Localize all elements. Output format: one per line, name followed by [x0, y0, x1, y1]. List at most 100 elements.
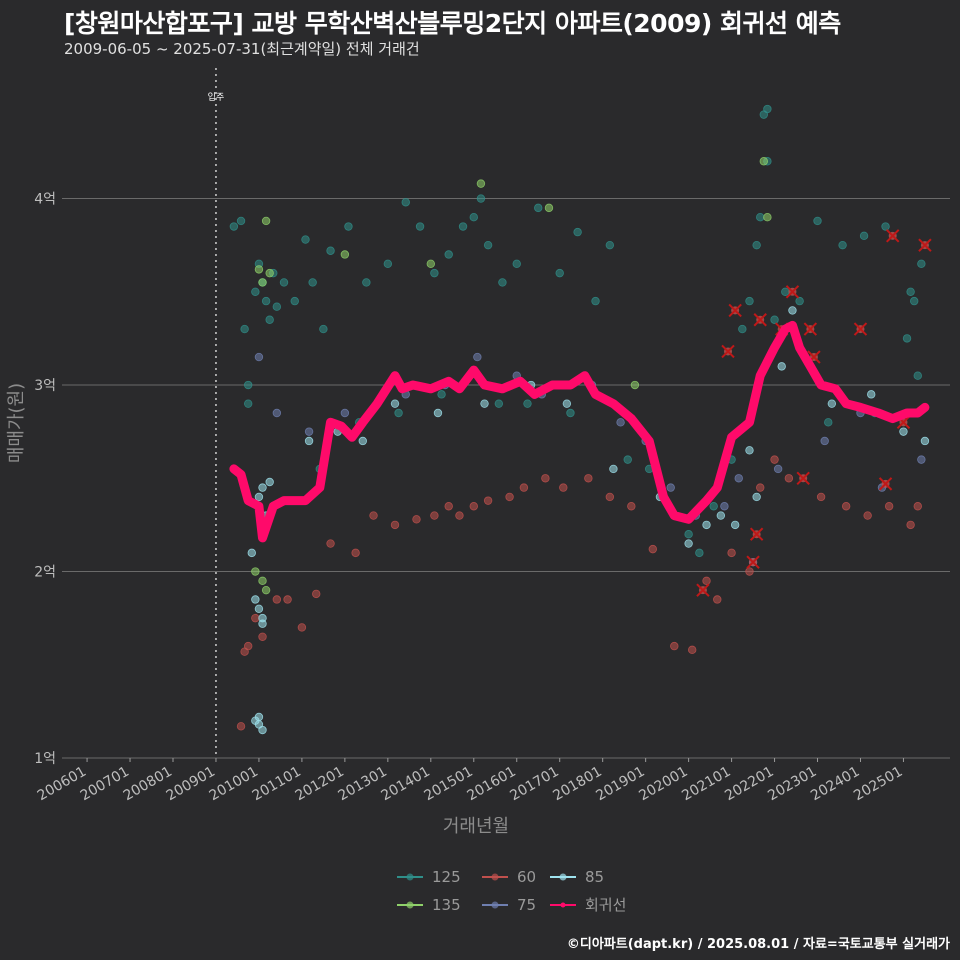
point-75	[820, 436, 829, 446]
point-60	[272, 595, 282, 604]
point-75	[773, 464, 783, 474]
point-60	[884, 502, 894, 511]
forecast-marker	[796, 471, 810, 485]
point-125	[566, 408, 575, 418]
point-135	[763, 212, 772, 222]
legend-label: 75	[517, 896, 536, 914]
grid-lines	[62, 198, 950, 759]
point-85	[730, 520, 740, 530]
point-85	[390, 399, 400, 408]
forecast-marker	[803, 322, 818, 336]
point-135	[254, 265, 264, 274]
point-125	[824, 418, 833, 427]
forecast-marker	[749, 527, 764, 541]
point-85	[609, 464, 618, 474]
legend: 125 60 85 135 75 회귀선	[397, 868, 626, 914]
point-60	[687, 645, 697, 655]
point-85	[899, 427, 908, 436]
regression-line	[229, 320, 930, 543]
point-75	[473, 352, 482, 362]
x-axis-label: 거래년월	[443, 816, 509, 837]
x-axis-ticks: 2006012007012008012009012010012011012012…	[35, 758, 905, 805]
point-125	[394, 408, 403, 418]
point-125	[279, 278, 289, 287]
point-85	[258, 483, 267, 492]
point-60	[519, 483, 529, 492]
point-60	[863, 511, 872, 520]
point-125	[906, 287, 915, 296]
x-tick-label: 202501	[851, 764, 905, 805]
point-85	[788, 306, 797, 315]
point-85	[562, 399, 572, 408]
point-60	[243, 641, 253, 651]
x-tick-label: 202401	[808, 764, 862, 805]
point-125	[709, 502, 718, 511]
point-125	[476, 194, 486, 203]
point-125	[261, 296, 271, 306]
chart-subtitle: 2009-06-05 ~ 2025-07-31(최근계약일) 전체 거래건	[64, 40, 420, 58]
point-125	[494, 399, 504, 408]
point-60	[483, 496, 493, 505]
point-60	[702, 576, 711, 586]
x-tick-label: 201901	[593, 764, 647, 805]
y-tick-label: 3억	[34, 378, 56, 394]
point-125	[756, 212, 765, 222]
x-tick-label: 201701	[507, 764, 561, 805]
point-85	[258, 725, 267, 735]
point-135	[258, 576, 267, 586]
point-125	[902, 334, 912, 343]
x-tick-label: 202001	[636, 764, 690, 805]
point-60	[816, 492, 826, 502]
point-75	[616, 418, 625, 427]
point-125	[795, 296, 804, 306]
forecast-marker	[728, 303, 742, 318]
x-tick-label: 200901	[164, 764, 218, 805]
point-125	[573, 227, 582, 237]
point-135	[476, 179, 486, 188]
legend-label: 60	[517, 868, 536, 886]
point-60	[297, 623, 307, 632]
x-tick-label: 201601	[464, 764, 518, 805]
point-125	[512, 259, 521, 269]
point-60	[390, 520, 400, 530]
point-60	[455, 511, 464, 520]
point-125	[763, 104, 772, 114]
point-60	[727, 548, 736, 558]
point-60	[541, 474, 550, 483]
transaction-points	[229, 104, 930, 735]
y-tick-label: 1억	[34, 751, 56, 767]
point-85	[745, 446, 754, 455]
x-tick-label: 200601	[35, 764, 89, 805]
point-60	[444, 502, 453, 511]
point-125	[243, 399, 253, 408]
source-caption: ©디아파트(dapt.kr) / 2025.08.01 / 자료=국토교통부 실…	[566, 937, 950, 952]
point-85	[867, 390, 876, 399]
x-tick-label: 201201	[293, 764, 347, 805]
point-125	[498, 278, 507, 287]
forecast-marker	[918, 238, 932, 252]
point-125	[251, 287, 260, 296]
point-135	[258, 278, 267, 287]
forecast-marker	[853, 322, 868, 336]
point-135	[426, 259, 436, 269]
point-60	[283, 595, 292, 604]
legend-item-85: 85	[550, 868, 604, 886]
point-85	[777, 362, 786, 371]
point-85	[480, 399, 489, 408]
legend-item-135: 135	[397, 896, 461, 914]
point-85	[827, 399, 837, 408]
forecast-marker	[721, 344, 735, 359]
point-135	[261, 585, 271, 595]
y-tick-label: 4억	[34, 192, 56, 208]
legend-label: 135	[432, 896, 461, 914]
point-60	[770, 455, 779, 464]
point-135	[261, 216, 271, 226]
legend-item-125: 125	[397, 868, 461, 886]
point-125	[745, 296, 754, 306]
x-tick-label: 201001	[207, 764, 261, 805]
move-in-label: 입주	[208, 91, 225, 103]
point-125	[738, 324, 747, 334]
point-75	[734, 474, 743, 483]
point-75	[720, 502, 729, 511]
point-125	[458, 222, 468, 231]
